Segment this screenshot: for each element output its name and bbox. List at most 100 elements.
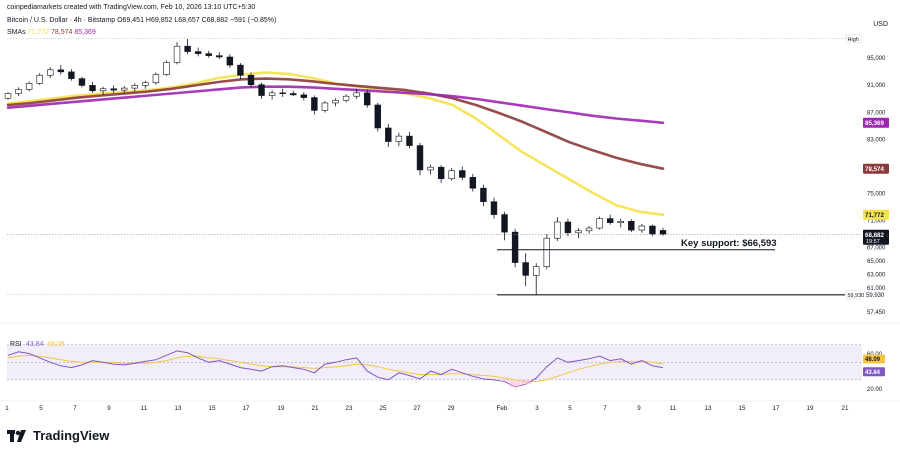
sma-lines: [6, 71, 665, 216]
time-tick-label: 7: [603, 405, 607, 412]
time-tick-label: 19: [807, 405, 814, 412]
time-tick-label: 9: [637, 405, 641, 412]
time-tick-label: 15: [739, 405, 746, 412]
candle-body: [311, 97, 318, 111]
candle-body: [596, 218, 603, 229]
candle-body: [385, 127, 392, 142]
rsi-label: RSI: [10, 341, 22, 348]
candle-body: [437, 166, 445, 180]
price-tick-label: 83,000: [867, 137, 886, 143]
rsi-value: 43.84: [26, 341, 44, 348]
candle-body: [321, 102, 329, 111]
price-tag-label: 85,369: [865, 120, 884, 127]
candle-body: [638, 225, 646, 231]
candle-body: [268, 92, 276, 96]
candle-body: [237, 64, 244, 76]
candle-body: [649, 225, 656, 235]
time-tick-label: 23: [346, 405, 353, 412]
currency-label[interactable]: USD: [873, 21, 888, 28]
candle-body: [57, 69, 65, 73]
candle-body: [173, 45, 181, 63]
tradingview-logo[interactable]: TradingView: [7, 428, 109, 443]
candle-body: [628, 221, 635, 231]
price-tick-label: 67,000: [867, 246, 886, 252]
candle-body: [427, 166, 434, 171]
credit-line: coinpediamarkets created with TradingVie…: [7, 4, 256, 11]
candle-body: [659, 230, 667, 235]
sma-line-2: [6, 77, 665, 170]
open-value: O69,451: [117, 17, 144, 24]
candle-body: [374, 104, 381, 129]
candle-body: [448, 170, 455, 180]
time-tick-label: 29: [448, 405, 455, 412]
symbol-title[interactable]: Bitcoin / U.S. Dollar · 4h · Bitstamp: [7, 17, 116, 24]
time-tick-label: 17: [243, 405, 250, 412]
rsi-tag-label: 48.09: [865, 357, 881, 363]
candle-body: [406, 135, 413, 146]
candle-body: [395, 135, 403, 142]
candle-body: [490, 201, 498, 215]
price-tag-box: [863, 117, 889, 128]
price-tick-label: 75,000: [867, 191, 886, 197]
price-tag-box: [863, 229, 889, 245]
price-axis: 95,00091,00087,00083,00079,00075,00071,0…: [845, 34, 889, 316]
candle-body: [300, 94, 308, 98]
price-tick-label: 71,000: [867, 218, 886, 224]
candle-body: [554, 221, 561, 239]
rsi-oversold-fill: [510, 379, 521, 387]
candle-body: [585, 227, 593, 232]
time-tick-label: 7: [73, 405, 77, 412]
time-tick-label: 1: [5, 405, 9, 412]
time-tick-label: 21: [312, 405, 319, 412]
candle-body: [163, 62, 170, 75]
price-tick-label: 65,000: [867, 259, 886, 265]
low-value-box: [864, 290, 889, 300]
sma-100-value: 85,369: [74, 29, 96, 36]
candle-body: [47, 69, 54, 76]
candle-body: [416, 145, 424, 171]
time-tick-label: 11: [141, 405, 148, 412]
sma-legend[interactable]: SMAs 71,772 78,574 85,369: [7, 28, 96, 37]
price-marker-label: High: [848, 37, 859, 43]
candle-body: [216, 55, 223, 58]
candle-body: [543, 237, 550, 267]
candle-body: [459, 170, 466, 178]
candle-body: [99, 88, 107, 92]
low-value-label: 59,930: [866, 293, 885, 299]
candle-body: [522, 262, 529, 276]
candle-body: [194, 51, 202, 54]
rsi-line: [7, 350, 664, 388]
candle-body: [184, 45, 191, 52]
rsi-tag-box: [863, 367, 885, 377]
rsi-ma-line: [7, 354, 664, 383]
price-tag-label: 78,574: [865, 166, 884, 173]
rsi-tag-label: 43.84: [865, 370, 881, 376]
candle-body: [15, 89, 22, 94]
price-tag-label: 71,772: [865, 212, 884, 219]
candle-body: [606, 218, 614, 223]
rsi-oversold-fill: [520, 379, 531, 385]
candle-body: [290, 93, 297, 96]
candle-body: [121, 87, 128, 91]
candle-body: [258, 84, 265, 96]
time-tick-label: 19: [278, 405, 285, 412]
candle-body: [25, 83, 33, 90]
price-marker-box: [845, 290, 862, 300]
price-tick-label: 91,000: [867, 83, 886, 89]
candle-body: [247, 74, 255, 86]
price-tick-label: 57,450: [867, 310, 886, 316]
price-marker-label: 59,930: [848, 293, 865, 299]
candle-body: [469, 177, 477, 189]
rsi-tick-label: 20.00: [867, 387, 883, 393]
time-tick-label: 11: [670, 405, 677, 412]
sma-20-value: 71,772: [27, 29, 50, 36]
candle-body: [575, 230, 582, 234]
sma-50-value: 78,574: [51, 29, 73, 36]
candle-body: [511, 231, 519, 263]
candle-body: [342, 95, 350, 101]
candle-body: [36, 74, 43, 84]
time-tick-label: Feb: [497, 405, 508, 412]
candle-body: [353, 92, 360, 97]
